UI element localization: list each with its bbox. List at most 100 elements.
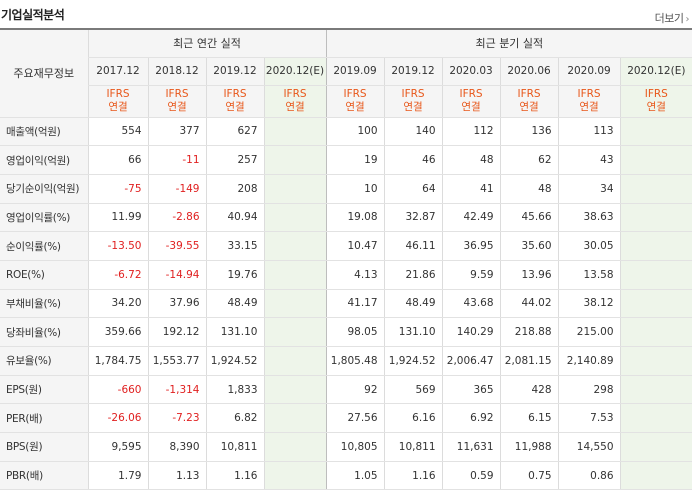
- table-cell: 4.13: [325, 260, 385, 290]
- ifrs-label: IFRS: [165, 88, 189, 100]
- accounting-basis: IFRS 연결: [147, 85, 206, 118]
- ifrs-label: IFRS: [343, 88, 367, 100]
- table-cell: [619, 231, 692, 261]
- row-label: 유보율(%): [0, 346, 88, 376]
- table-cell: 112: [441, 117, 501, 147]
- table-cell: 627: [205, 117, 264, 147]
- table-row: 당기순이익(억원) -75 -149 208 10 64 41 48 34: [0, 174, 692, 204]
- table-cell: 100: [325, 117, 385, 147]
- table-row: 당좌비율(%) 359.66 192.12 131.10 98.05 131.10 140.…: [0, 317, 692, 347]
- table-row: 매출액(억원) 554 377 627 100 140 112 136 113: [0, 117, 692, 147]
- table-cell: 13.58: [557, 260, 621, 290]
- period-header: 2020.12(E): [619, 57, 692, 86]
- table-cell: 1,784.75: [87, 346, 148, 376]
- table-cell: [263, 231, 327, 261]
- table-cell: 0.86: [557, 461, 621, 491]
- table-row: PBR(배) 1.79 1.13 1.16 1.05 1.16 0.59 0.75 0.86: [0, 461, 692, 491]
- table-cell: 377: [147, 117, 206, 147]
- table-cell: 359.66: [87, 317, 148, 347]
- row-label: ROE(%): [0, 260, 88, 290]
- table-cell: 2,081.15: [499, 346, 559, 376]
- table-cell: 43: [557, 145, 621, 175]
- table-cell: -6.72: [87, 260, 148, 290]
- table-cell: 10.47: [325, 231, 385, 261]
- basis-label: 연결: [285, 101, 305, 113]
- table-cell: [619, 117, 692, 147]
- financial-summary-table: 주요재무정보 최근 연간 실적 최근 분기 실적 2017.12 2018.12 2019…: [0, 28, 692, 491]
- table-cell: 11,631: [441, 432, 501, 462]
- table-cell: 46.11: [383, 231, 443, 261]
- table-cell: [619, 432, 692, 462]
- table-cell: 2,140.89: [557, 346, 621, 376]
- table-cell: [263, 432, 327, 462]
- table-cell: -1,314: [147, 374, 206, 405]
- table-cell: 45.66: [499, 202, 559, 233]
- more-link[interactable]: 더보기 ›: [655, 10, 690, 26]
- table-cell: 1.16: [205, 461, 264, 491]
- table-cell: 140: [383, 117, 443, 147]
- table-cell: 10: [325, 174, 385, 204]
- row-header-label: 주요재무정보: [0, 29, 88, 118]
- table-cell: 38.63: [557, 202, 621, 233]
- table-cell: 1,833: [205, 374, 264, 405]
- table-cell: [263, 346, 327, 376]
- table-cell: [263, 317, 327, 347]
- period-header: 2019.12: [383, 57, 443, 86]
- table-cell: [619, 174, 692, 204]
- table-cell: -39.55: [147, 231, 206, 261]
- table-cell: 27.56: [325, 403, 385, 434]
- table-cell: 1.05: [325, 461, 385, 491]
- accounting-basis: IFRS 연결: [205, 85, 264, 118]
- table-cell: -7.23: [147, 403, 206, 434]
- ifrs-label: IFRS: [401, 88, 425, 100]
- table-cell: 66: [87, 145, 148, 175]
- table-cell: 30.05: [557, 231, 621, 261]
- table-cell: 9.59: [441, 260, 501, 290]
- table-cell: -13.50: [87, 231, 148, 261]
- table-cell: [619, 461, 692, 491]
- ifrs-label: IFRS: [577, 88, 601, 100]
- table-cell: 32.87: [383, 202, 443, 233]
- ifrs-label: IFRS: [459, 88, 483, 100]
- table-cell: 42.49: [441, 202, 501, 233]
- table-cell: [619, 260, 692, 290]
- table-cell: 6.16: [383, 403, 443, 434]
- row-label: 영업이익률(%): [0, 202, 88, 233]
- table-cell: -2.86: [147, 202, 206, 233]
- table-cell: 19.08: [325, 202, 385, 233]
- table-cell: 11.99: [87, 202, 148, 233]
- row-label: 영업이익(억원): [0, 145, 88, 175]
- table-cell: 2,006.47: [441, 346, 501, 376]
- table-cell: 41: [441, 174, 501, 204]
- basis-label: 연결: [646, 101, 666, 113]
- table-cell: 62: [499, 145, 559, 175]
- table-cell: [263, 403, 327, 434]
- group-annual: 최근 연간 실적: [87, 29, 327, 58]
- table-cell: 428: [499, 374, 559, 405]
- table-cell: 19.76: [205, 260, 264, 290]
- table-cell: 10,811: [205, 432, 264, 462]
- table-cell: 140.29: [441, 317, 501, 347]
- table-cell: 1.13: [147, 461, 206, 491]
- table-cell: 569: [383, 374, 443, 405]
- table-cell: 21.86: [383, 260, 443, 290]
- basis-label: 연결: [461, 101, 481, 113]
- row-label: PER(배): [0, 403, 88, 434]
- accounting-basis: IFRS 연결: [441, 85, 501, 118]
- table-cell: 192.12: [147, 317, 206, 347]
- table-cell: 7.53: [557, 403, 621, 434]
- section-header: 기업실적분석 더보기 ›: [0, 0, 692, 30]
- basis-label: 연결: [225, 101, 245, 113]
- basis-label: 연결: [108, 101, 128, 113]
- table-cell: [619, 317, 692, 347]
- basis-label: 연결: [345, 101, 365, 113]
- period-header: 2020.03: [441, 57, 501, 86]
- table-row: 영업이익률(%) 11.99 -2.86 40.94 19.08 32.87 42.49 45…: [0, 202, 692, 233]
- table-cell: 6.82: [205, 403, 264, 434]
- table-cell: 0.59: [441, 461, 501, 491]
- row-label: BPS(원): [0, 432, 88, 462]
- table-cell: 48: [441, 145, 501, 175]
- table-cell: 43.68: [441, 288, 501, 319]
- table-row: 부채비율(%) 34.20 37.96 48.49 41.17 48.49 43.68 44.…: [0, 288, 692, 319]
- table-cell: 554: [87, 117, 148, 147]
